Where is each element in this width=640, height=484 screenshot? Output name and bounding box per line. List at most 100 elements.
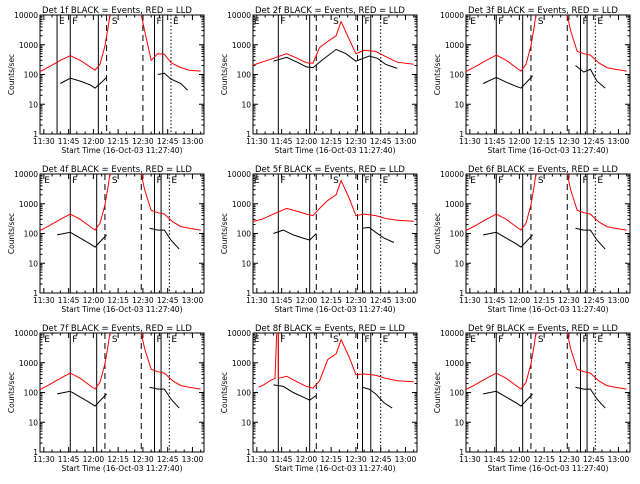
x-tick-label: 11:45 (484, 455, 506, 464)
panel-title: Det 4f BLACK = Events, RED = LLD (42, 165, 192, 175)
time-marker-label: F (365, 17, 370, 27)
events-trace-line (575, 227, 606, 250)
x-tick-label: 12:00 (83, 455, 105, 464)
y-tick-label: 10000 (440, 329, 464, 338)
x-tick-label: 12:45 (370, 137, 392, 146)
time-marker-label: F (582, 176, 587, 186)
time-marker-label: S (538, 176, 544, 186)
y-tick-label: 1000 (232, 41, 251, 50)
x-axis-label: Start Time (16-Oct-03 11:27:40) (274, 146, 395, 155)
time-marker-label: E (383, 17, 389, 27)
y-tick-label: 1 (33, 130, 38, 139)
time-marker-label: E (383, 335, 389, 345)
lld-trace-line (258, 333, 278, 388)
lld-trace-line (140, 174, 201, 231)
time-marker-label: S (333, 176, 339, 186)
y-tick-label: 1 (459, 130, 464, 139)
time-marker-label: E (171, 176, 177, 186)
x-tick-label: 12:30 (558, 455, 580, 464)
events-trace-line (483, 390, 533, 407)
x-tick-label: 11:45 (271, 296, 293, 305)
y-axis-label: Counts/sec (7, 372, 16, 413)
x-tick-label: 12:00 (509, 296, 531, 305)
y-tick-label: 10000 (227, 11, 251, 20)
lld-trace-line (566, 15, 627, 72)
detector-panel: 1 10 100 1000 10000 11:30 11:45 12:00 12:15 12:30… (7, 324, 205, 473)
time-marker-label: S (333, 17, 339, 27)
time-marker-label: E (597, 17, 603, 27)
y-tick-label: 10000 (440, 170, 464, 179)
y-tick-label: 1 (459, 448, 464, 457)
time-marker-label: E (173, 17, 179, 27)
time-marker-label: F (280, 176, 285, 186)
plot-frame (39, 14, 205, 135)
y-tick-label: 10 (241, 100, 251, 109)
events-trace-line (273, 229, 317, 241)
x-tick-label: 11:30 (459, 296, 481, 305)
y-tick-label: 10 (454, 418, 464, 427)
detector-panel: 1 10 100 1000 10000 11:30 11:45 12:00 12:15 12:30… (220, 324, 418, 473)
x-tick-label: 13:00 (608, 455, 630, 464)
x-axis-label: Start Time (16-Oct-03 11:27:40) (61, 305, 182, 314)
y-axis-label: Counts/sec (7, 54, 16, 95)
x-tick-label: 11:30 (33, 455, 55, 464)
y-tick-label: 100 (24, 389, 39, 398)
y-tick-label: 100 (237, 389, 252, 398)
time-marker-label: E (597, 335, 603, 345)
x-tick-label: 13:00 (182, 137, 204, 146)
detector-panel: 1 10 100 1000 10000 11:30 11:45 12:00 12:15 12:30… (433, 6, 631, 155)
y-tick-label: 1000 (232, 359, 251, 368)
time-marker-label: F (280, 335, 285, 345)
x-tick-label: 12:15 (533, 137, 555, 146)
y-axis-label: Counts/sec (220, 372, 229, 413)
time-marker-label: E (597, 176, 603, 186)
panel-title: Det 5f BLACK = Events, RED = LLD (255, 165, 405, 175)
time-marker-label: E (44, 335, 50, 345)
time-marker-label: F (498, 17, 503, 27)
y-tick-label: 100 (24, 71, 39, 80)
lld-trace-line (566, 333, 627, 390)
detector-panel: 1 10 100 1000 10000 11:30 11:45 12:00 12:15 12:30… (7, 165, 205, 314)
x-axis-label: Start Time (16-Oct-03 11:27:40) (61, 464, 182, 473)
y-tick-label: 10000 (227, 170, 251, 179)
lld-trace-line (466, 333, 537, 391)
y-tick-label: 1 (33, 448, 38, 457)
x-tick-label: 12:30 (132, 137, 154, 146)
y-tick-label: 10 (28, 418, 38, 427)
time-marker-label: E (254, 176, 260, 186)
x-tick-label: 12:00 (509, 137, 531, 146)
lld-trace-line (566, 174, 627, 231)
plot-frame (252, 332, 418, 453)
x-tick-label: 13:00 (395, 455, 417, 464)
lld-trace-line (253, 20, 414, 66)
x-tick-label: 11:30 (33, 137, 55, 146)
events-trace-line (57, 390, 107, 407)
y-tick-label: 10 (28, 259, 38, 268)
y-tick-label: 10000 (14, 170, 38, 179)
y-axis-label: Counts/sec (220, 213, 229, 254)
x-tick-label: 12:15 (320, 455, 342, 464)
y-axis-label: Counts/sec (433, 372, 442, 413)
x-tick-label: 12:45 (370, 296, 392, 305)
time-marker-label: F (498, 335, 503, 345)
x-tick-label: 12:30 (558, 296, 580, 305)
y-tick-label: 1000 (445, 359, 464, 368)
x-axis-label: Start Time (16-Oct-03 11:27:40) (274, 464, 395, 473)
time-marker-label: E (44, 176, 50, 186)
events-trace-line (273, 48, 398, 69)
time-marker-label: F (156, 176, 161, 186)
x-tick-label: 12:30 (132, 296, 154, 305)
events-trace-line (157, 72, 188, 91)
detector-panel: 1 10 100 1000 10000 11:30 11:45 12:00 12:15 12:30… (433, 165, 631, 314)
x-tick-label: 11:45 (58, 296, 80, 305)
x-tick-label: 12:15 (107, 455, 129, 464)
time-marker-label: S (112, 335, 118, 345)
x-tick-label: 12:45 (583, 296, 605, 305)
panel-title: Det 7f BLACK = Events, RED = LLD (42, 324, 192, 334)
events-trace-line (575, 65, 606, 89)
detector-panel: 1 10 100 1000 10000 11:30 11:45 12:00 12:15 12:30… (220, 6, 418, 155)
x-tick-label: 11:45 (484, 137, 506, 146)
time-marker-label: F (156, 335, 161, 345)
y-tick-label: 1 (246, 448, 251, 457)
y-tick-label: 1000 (19, 200, 38, 209)
